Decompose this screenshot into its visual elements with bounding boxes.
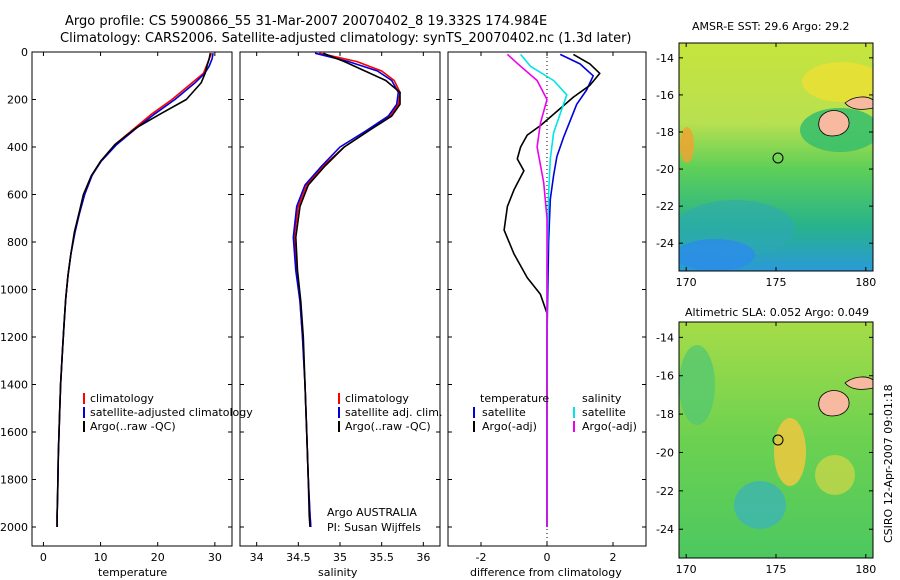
y-tick-label: -16 (656, 89, 674, 102)
y-tick-label: 1400 (0, 379, 28, 392)
argo-float-marker (772, 434, 784, 446)
legend-header-temperature: temperature (480, 392, 549, 405)
csiro-timestamp: CSIRO 12-Apr-2007 09:01:18 (882, 384, 895, 543)
x-tick-label: 175 (766, 563, 787, 576)
legend-sal-argo: Argo(-adj) (582, 420, 637, 433)
difference-legend: temperature salinity satellite Argo(-adj… (473, 392, 637, 433)
argo-pi-label: PI: Susan Wijffels (327, 521, 421, 534)
legend-climatology: climatology (90, 392, 154, 405)
y-tick-label: 1800 (0, 474, 28, 487)
x-tick-label: 36 (416, 551, 430, 564)
y-tick-label: -22 (656, 200, 674, 213)
fiji-island-north (844, 376, 873, 390)
y-tick-label: -14 (656, 52, 674, 65)
difference-xlabel: difference from climatology (470, 566, 622, 579)
y-tick-label: -18 (656, 126, 674, 139)
series-line-0 (546, 53, 595, 527)
fiji-island (818, 390, 850, 417)
sst-blue-patch (679, 239, 755, 271)
x-tick-label: 34 (250, 551, 264, 564)
sla-map-title: Altimetric SLA: 0.052 Argo: 0.049 (685, 306, 869, 319)
y-tick-label: -24 (656, 237, 674, 250)
series-line-2 (519, 53, 568, 527)
x-tick-label: 34.5 (286, 551, 311, 564)
x-tick-label: 180 (855, 276, 876, 289)
x-tick-label: 30 (208, 551, 222, 564)
difference-panel: -2 0 2 difference from climatology tempera… (447, 51, 647, 579)
legend-argo: Argo(..raw -QC) (90, 420, 176, 433)
salinity-xlabel: salinity (318, 566, 358, 579)
x-tick-label: 170 (676, 276, 697, 289)
series-line-2 (294, 52, 401, 528)
legend-climatology: climatology (345, 392, 409, 405)
salinity-legend: climatology satellite adj. clim. Argo(..… (338, 392, 442, 433)
x-tick-label: 2 (610, 551, 617, 564)
x-tick-label: -2 (476, 551, 487, 564)
series-line-1 (292, 52, 400, 528)
x-tick-label: 0 (40, 551, 47, 564)
x-tick-label: 180 (855, 563, 876, 576)
y-tick-label: 200 (7, 94, 28, 107)
sst-orange-patch (680, 127, 694, 163)
sla-high-patch-2 (815, 455, 855, 495)
header-line-2: Climatology: CARS2006. Satellite-adjuste… (60, 31, 632, 46)
legend-satellite-adjusted: satellite-adjusted climatology (90, 406, 253, 419)
sst-map-panel: AMSR-E SST: 29.6 Argo: 29.2 170 175 180 -14… (656, 20, 876, 289)
y-tick-label: -22 (656, 485, 674, 498)
series-line-0 (293, 52, 401, 528)
fiji-island (818, 110, 850, 137)
argo-program-label: Argo AUSTRALIA (327, 506, 417, 519)
legend-header-salinity: salinity (582, 392, 622, 405)
sla-high-patch (774, 418, 806, 486)
y-tick-label: -20 (656, 446, 674, 459)
y-tick-label: 1600 (0, 426, 28, 439)
x-tick-label: 170 (676, 563, 697, 576)
legend-sal-satellite: satellite (582, 406, 626, 419)
salinity-axes (239, 51, 441, 547)
series-line-3 (506, 53, 548, 527)
y-tick-label: 1200 (0, 331, 28, 344)
temperature-legend: climatology satellite-adjusted climatolo… (83, 392, 253, 433)
sla-low-patch-2 (679, 345, 715, 425)
series-line-2 (56, 53, 212, 527)
sst-map-title: AMSR-E SST: 29.6 Argo: 29.2 (692, 20, 850, 33)
y-tick-label: 400 (7, 141, 28, 154)
legend-satellite-adj: satellite adj. clim. (345, 406, 442, 419)
x-tick-label: 0 (544, 551, 551, 564)
salinity-panel: 34 34.5 35 35.5 36 salinity climatology sate… (239, 51, 442, 579)
series-line-1 (503, 53, 601, 527)
temperature-axes (31, 51, 233, 547)
x-tick-label: 35 (333, 551, 347, 564)
legend-temp-argo: Argo(-adj) (482, 420, 537, 433)
argo-float-marker (772, 152, 784, 164)
sst-warm-patch (802, 62, 873, 102)
y-tick-label: 0 (21, 46, 28, 59)
temperature-panel: 0 10 20 30 0 200 400 600 800 1000 1200 1400 1600 1800… (0, 46, 253, 579)
y-tick-label: 2000 (0, 521, 28, 534)
x-tick-label: 175 (766, 276, 787, 289)
y-tick-label: 1000 (0, 284, 28, 297)
sla-low-patch (734, 481, 786, 529)
x-tick-label: 10 (94, 551, 108, 564)
sla-map-panel: Altimetric SLA: 0.052 Argo: 0.049 170 175… (656, 306, 876, 576)
y-tick-label: 600 (7, 189, 28, 202)
y-tick-label: -16 (656, 370, 674, 383)
legend-temp-satellite: satellite (482, 406, 526, 419)
y-tick-label: 800 (7, 236, 28, 249)
y-tick-label: -24 (656, 523, 674, 536)
x-tick-label: 20 (151, 551, 165, 564)
fiji-island-north (844, 96, 873, 110)
series-line-1 (56, 53, 214, 527)
series-line-0 (56, 52, 213, 527)
legend-argo: Argo(..raw -QC) (345, 420, 431, 433)
temperature-xlabel: temperature (98, 566, 167, 579)
y-tick-label: -18 (656, 408, 674, 421)
y-tick-label: -14 (656, 331, 674, 344)
header-line-1: Argo profile: CS 5900866_55 31-Mar-2007 … (65, 14, 547, 29)
y-tick-label: -20 (656, 163, 674, 176)
x-tick-label: 35.5 (369, 551, 394, 564)
